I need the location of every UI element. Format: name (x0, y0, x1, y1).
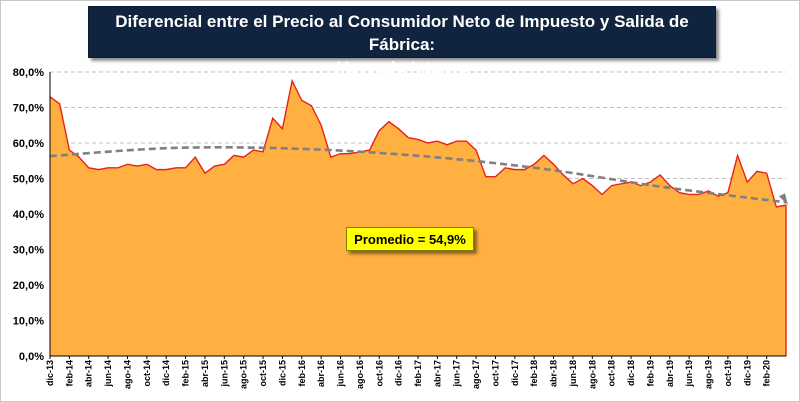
y-tick-label: 40,0% (13, 209, 44, 221)
x-tick-label: jun-14 (103, 360, 113, 388)
x-tick-label: feb-19 (645, 360, 655, 387)
x-tick-label: jun-19 (684, 360, 694, 388)
x-tick-label: jun-17 (452, 360, 462, 388)
x-tick-label: dic-18 (626, 360, 636, 386)
y-tick-label: 20,0% (13, 280, 44, 292)
x-tick-label: oct-18 (607, 360, 617, 387)
y-tick-label: 50,0% (13, 174, 44, 186)
area-fill (50, 80, 786, 356)
x-tick-label: oct-16 (374, 360, 384, 387)
x-tick-label: ago-18 (587, 360, 597, 389)
x-tick-label: ago-19 (704, 360, 714, 389)
x-tick-label: feb-17 (413, 360, 423, 387)
x-tick-label: abr-19 (665, 360, 675, 387)
x-tick-label: abr-17 (432, 360, 442, 387)
x-tick-label: jun-18 (568, 360, 578, 388)
x-tick-label: ago-16 (355, 360, 365, 389)
x-tick-label: oct-14 (142, 360, 152, 387)
x-tick-label: abr-16 (316, 360, 326, 387)
x-tick-label: dic-16 (394, 360, 404, 386)
x-tick-label: dic-13 (45, 360, 55, 386)
x-tick-label: ago-14 (122, 360, 132, 389)
x-tick-label: oct-19 (723, 360, 733, 387)
x-tick-label: abr-15 (200, 360, 210, 387)
x-tick-label: abr-14 (84, 360, 94, 387)
x-tick-label: oct-17 (490, 360, 500, 387)
x-tick-label: ago-15 (239, 360, 249, 389)
x-tick-label: feb-15 (181, 360, 191, 387)
y-tick-label: 60,0% (13, 138, 44, 150)
y-tick-label: 70,0% (13, 103, 44, 115)
y-tick-label: 10,0% (13, 316, 44, 328)
chart-title-line-2: Mercado Interno (335, 58, 469, 77)
x-tick-label: feb-18 (529, 360, 539, 387)
x-tick-label: dic-15 (277, 360, 287, 386)
x-tick-label: ago-17 (471, 360, 481, 389)
x-tick-label: feb-16 (297, 360, 307, 387)
x-tick-label: jun-16 (336, 360, 346, 388)
trend-arrow (779, 193, 788, 206)
y-tick-label: 30,0% (13, 245, 44, 257)
x-tick-label: oct-15 (258, 360, 268, 387)
x-tick-label: abr-18 (549, 360, 559, 387)
chart-title: Diferencial entre el Precio al Consumido… (88, 6, 716, 77)
series-line (49, 78, 787, 208)
y-tick-label: 80,0% (13, 67, 44, 79)
x-tick-label: dic-19 (742, 360, 752, 386)
y-tick-label: 0,0% (19, 351, 44, 363)
x-tick-label: feb-20 (762, 360, 772, 387)
x-tick-label: dic-17 (510, 360, 520, 386)
x-tick-label: jun-15 (219, 360, 229, 388)
average-annotation: Promedio = 54,9% (346, 227, 474, 251)
x-tick-label: feb-14 (64, 360, 74, 387)
trend-line (49, 146, 787, 204)
x-tick-label: dic-14 (161, 360, 171, 386)
chart-title-line-1: Diferencial entre el Precio al Consumido… (115, 12, 689, 54)
